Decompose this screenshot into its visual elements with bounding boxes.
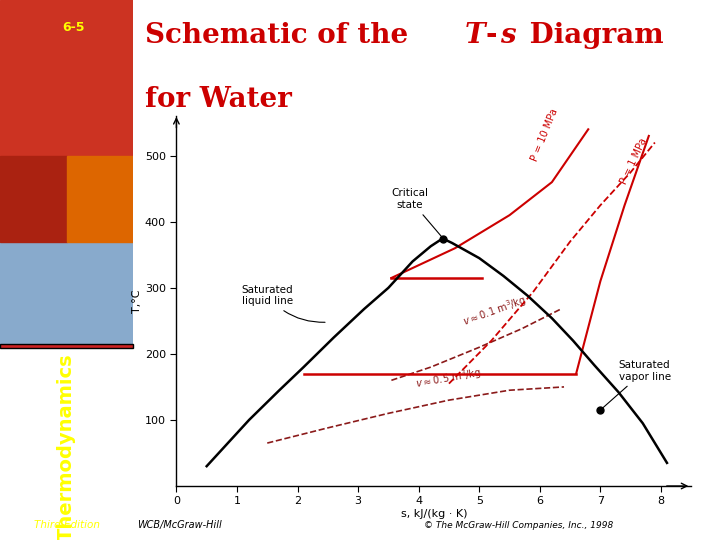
Text: Çengel: Çengel bbox=[24, 355, 68, 368]
Text: s: s bbox=[500, 22, 516, 49]
Bar bbox=[66, 156, 133, 242]
Text: Boles: Boles bbox=[24, 381, 58, 394]
Bar bbox=[0, 156, 66, 242]
Text: WCB/McGraw-Hill: WCB/McGraw-Hill bbox=[137, 520, 222, 530]
Bar bbox=[0, 0, 133, 156]
Text: Saturated
vapor line: Saturated vapor line bbox=[603, 360, 670, 408]
Text: 6-5: 6-5 bbox=[62, 21, 84, 34]
Text: Critical
state: Critical state bbox=[391, 188, 441, 237]
Text: Thermodynamics: Thermodynamics bbox=[57, 353, 76, 540]
Text: $v \approx 0.1\ \mathrm{m^3/kg}$: $v \approx 0.1\ \mathrm{m^3/kg}$ bbox=[460, 292, 528, 330]
Y-axis label: T,°C: T,°C bbox=[132, 289, 142, 313]
Text: T: T bbox=[464, 22, 485, 49]
Text: -: - bbox=[485, 22, 497, 49]
Text: Saturated
liquid line: Saturated liquid line bbox=[241, 285, 325, 322]
Text: P = 10 MPa: P = 10 MPa bbox=[529, 107, 559, 163]
Text: © The McGraw-Hill Companies, Inc., 1998: © The McGraw-Hill Companies, Inc., 1998 bbox=[424, 521, 613, 530]
Text: Third Edition: Third Edition bbox=[34, 520, 99, 530]
Text: Schematic of the: Schematic of the bbox=[145, 22, 418, 49]
Text: P = 1 MPa: P = 1 MPa bbox=[618, 136, 649, 185]
Text: Diagram: Diagram bbox=[521, 22, 664, 49]
Text: $v \approx 0.5\ \mathrm{m^3/kg}$: $v \approx 0.5\ \mathrm{m^3/kg}$ bbox=[415, 364, 483, 391]
X-axis label: s, kJ/(kg · K): s, kJ/(kg · K) bbox=[400, 509, 467, 519]
Bar bbox=[0, 242, 133, 346]
Text: for Water: for Water bbox=[145, 86, 292, 113]
